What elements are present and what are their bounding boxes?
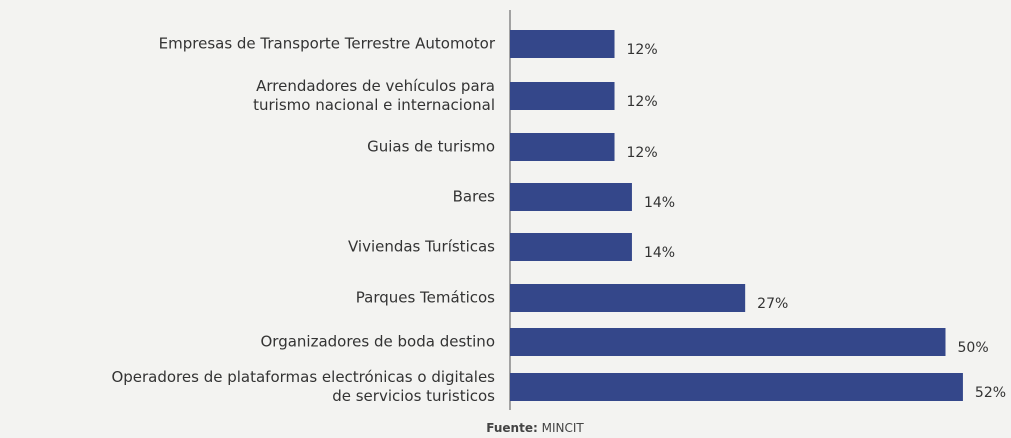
bar bbox=[510, 133, 615, 161]
value-label: 50% bbox=[958, 340, 989, 356]
bar bbox=[510, 30, 615, 58]
category-label: Guias de turismo bbox=[367, 137, 495, 156]
category-label: Organizadores de boda destino bbox=[260, 332, 495, 351]
category-label: Viviendas Turísticas bbox=[347, 237, 495, 256]
category-label: Operadores de plataformas electrónicas o… bbox=[111, 368, 495, 405]
source-text: MINCIT bbox=[541, 421, 584, 435]
category-label: Arrendadores de vehículos para turismo n… bbox=[253, 77, 495, 114]
value-label: 12% bbox=[627, 145, 658, 161]
value-label: 27% bbox=[757, 296, 788, 312]
value-label: 14% bbox=[644, 195, 675, 211]
value-label: 12% bbox=[627, 42, 658, 58]
value-label: 12% bbox=[627, 94, 658, 110]
category-label: Bares bbox=[452, 187, 495, 206]
value-label: 14% bbox=[644, 245, 675, 261]
bar bbox=[510, 284, 746, 312]
category-label: Empresas de Transporte Terrestre Automot… bbox=[158, 34, 495, 53]
bar bbox=[510, 233, 632, 261]
bar bbox=[510, 82, 615, 110]
bar bbox=[510, 183, 632, 211]
bar bbox=[510, 373, 963, 401]
bar bbox=[510, 328, 946, 356]
source: Fuente: MINCIT bbox=[0, 421, 1011, 435]
category-label: Parques Temáticos bbox=[355, 288, 495, 307]
source-label: Fuente: bbox=[486, 421, 538, 435]
value-label: 52% bbox=[975, 385, 1006, 401]
